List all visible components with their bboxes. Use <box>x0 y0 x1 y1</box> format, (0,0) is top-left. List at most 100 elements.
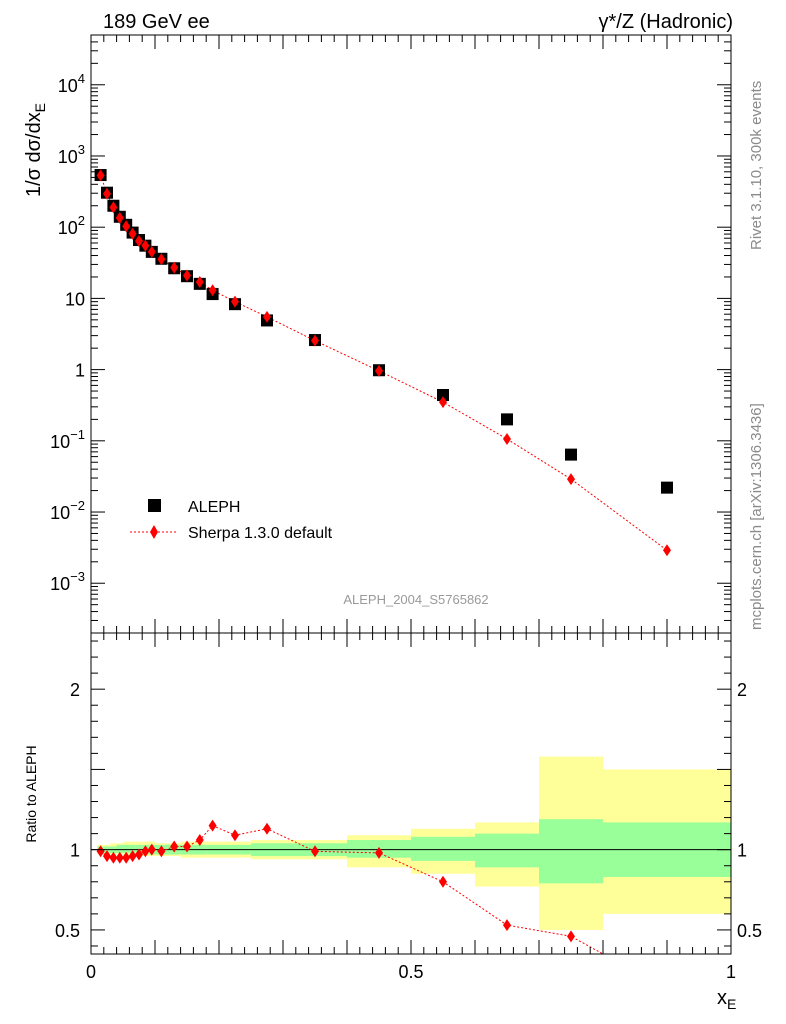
sherpa-ratio-point <box>231 829 239 842</box>
ratio-plot-content <box>91 756 731 995</box>
ratio-x-axis-label-main: x <box>717 987 727 1009</box>
ratio-y-tick-label-right: 1 <box>737 841 747 861</box>
aleph-point <box>661 481 673 494</box>
analysis-id-label: ALEPH_2004_S5765862 <box>343 592 488 607</box>
sherpa-point <box>141 239 150 252</box>
main-y-tick-label: 102 <box>58 213 85 238</box>
main-y-tick-label-base: 10 <box>50 432 70 452</box>
sherpa-ratio-point <box>263 822 271 835</box>
sherpa-ratio-point <box>147 843 156 856</box>
x-tick-label: 0.5 <box>398 962 423 982</box>
sherpa-ratio-point <box>567 930 575 943</box>
main-y-tick-label-exponent: −3 <box>70 569 85 584</box>
sherpa-ratio-point <box>439 875 447 888</box>
sherpa-point <box>567 473 575 486</box>
sherpa-point <box>109 201 118 214</box>
sherpa-ratio-point <box>311 845 319 858</box>
main-plot-frame <box>90 34 732 634</box>
sherpa-point <box>96 169 105 182</box>
main-y-tick-label-base: 10 <box>58 147 78 167</box>
ratio-y-axis-label: Ratio to ALEPH <box>23 745 39 842</box>
sherpa-point <box>115 211 124 224</box>
uncertainty-band-inner <box>116 844 123 853</box>
uncertainty-band-inner <box>123 844 130 853</box>
uncertainty-band-inner <box>411 836 475 861</box>
aleph-point <box>501 413 513 426</box>
sherpa-point <box>135 234 143 247</box>
sherpa-ratio-point <box>135 848 143 861</box>
main-y-tick-label-exponent: 2 <box>78 213 85 228</box>
sherpa-point <box>157 253 166 266</box>
ratio-plot-frame <box>90 632 732 955</box>
ratio-plot-panel: 0.5 0.5 1 1 2 2 0 0.5 1 Ratio to ALEPH xE <box>23 632 762 1012</box>
main-y-axis-label-main: 1/σ dσ/dx <box>23 112 45 197</box>
aleph-point <box>565 448 577 461</box>
process-title-rest: */Z (Hadronic) <box>609 11 733 33</box>
sherpa-point <box>263 310 271 323</box>
sherpa-ratio-point <box>183 840 191 853</box>
main-y-tick-label: 104 <box>58 71 85 96</box>
main-y-axis-label-sub: E <box>32 103 48 112</box>
sherpa-ratio-point <box>503 919 511 932</box>
sherpa-point <box>195 275 204 288</box>
ratio-y-tick-label-left: 2 <box>70 680 80 700</box>
sherpa-point <box>375 364 383 377</box>
sherpa-point <box>439 396 447 409</box>
sherpa-line <box>100 175 668 551</box>
ratio-x-axis-label-sub: E <box>727 996 736 1012</box>
sherpa-ratio-point <box>96 845 105 858</box>
main-y-tick-label-exponent: 3 <box>78 142 85 157</box>
main-y-tick-label-exponent: 4 <box>78 71 85 86</box>
legend-aleph-label: ALEPH <box>188 499 240 516</box>
ratio-y-tick-label-left: 0.5 <box>55 921 80 941</box>
ratio-y-tick-label-left: 1 <box>70 841 80 861</box>
main-y-tick-label-base: 10 <box>50 503 70 523</box>
main-y-tick-label: 10−2 <box>50 498 85 523</box>
sherpa-ratio-point <box>103 850 111 863</box>
uncertainty-band-inner <box>129 844 136 853</box>
main-y-tick-label-base: 10 <box>58 76 78 96</box>
main-y-tick-label: 10 <box>65 289 85 309</box>
sherpa-ratio-point <box>122 851 131 864</box>
sherpa-point <box>170 261 179 274</box>
main-y-tick-label-exponent: −2 <box>70 498 85 513</box>
process-title: γ*/Z (Hadronic) <box>599 11 733 33</box>
main-y-tick-label: 10−1 <box>50 427 85 452</box>
legend: ALEPH Sherpa 1.3.0 default <box>130 499 333 542</box>
ratio-x-axis-label: xE <box>717 987 736 1012</box>
sherpa-point <box>231 295 239 308</box>
uncertainty-band-inner <box>475 833 539 868</box>
energy-title: 189 GeV ee <box>103 11 210 33</box>
uncertainty-band-inner <box>539 819 603 884</box>
main-y-tick-label: 10−3 <box>50 569 85 594</box>
sherpa-ratio-point <box>663 983 671 995</box>
main-y-tick-label: 103 <box>58 142 85 167</box>
sherpa-point <box>208 284 217 297</box>
process-title-gamma: γ <box>599 11 609 33</box>
sherpa-ratio-point <box>157 845 166 858</box>
main-plot-content <box>94 169 673 557</box>
rivet-label: Rivet 3.1.10, 300k events <box>748 81 765 250</box>
main-y-tick-label-base: 1 <box>75 361 85 381</box>
x-tick-label: 1 <box>726 962 736 982</box>
sherpa-ratio-point <box>195 834 204 847</box>
ratio-axis-ticks: 0.5 0.5 1 1 2 2 0 0.5 1 <box>55 633 762 982</box>
sherpa-ratio-point <box>141 845 150 858</box>
sherpa-point <box>311 334 319 347</box>
sherpa-ratio-point <box>128 850 137 863</box>
main-y-tick-label-base: 10 <box>58 218 78 238</box>
main-y-tick-label-base: 10 <box>50 574 70 594</box>
mcplots-label: mcplots.cern.ch [arXiv:1306.3436] <box>748 403 765 630</box>
x-tick-label: 0 <box>86 962 96 982</box>
sherpa-point <box>147 245 156 258</box>
sherpa-point <box>128 227 137 240</box>
legend-sherpa-label: Sherpa 1.3.0 default <box>188 525 333 542</box>
main-y-tick-label: 1 <box>75 361 85 381</box>
sherpa-ratio-point <box>109 851 118 864</box>
main-y-axis-label: 1/σ dσ/dxE <box>23 103 48 197</box>
ratio-y-tick-label-right: 2 <box>737 680 747 700</box>
sherpa-point <box>103 187 111 200</box>
